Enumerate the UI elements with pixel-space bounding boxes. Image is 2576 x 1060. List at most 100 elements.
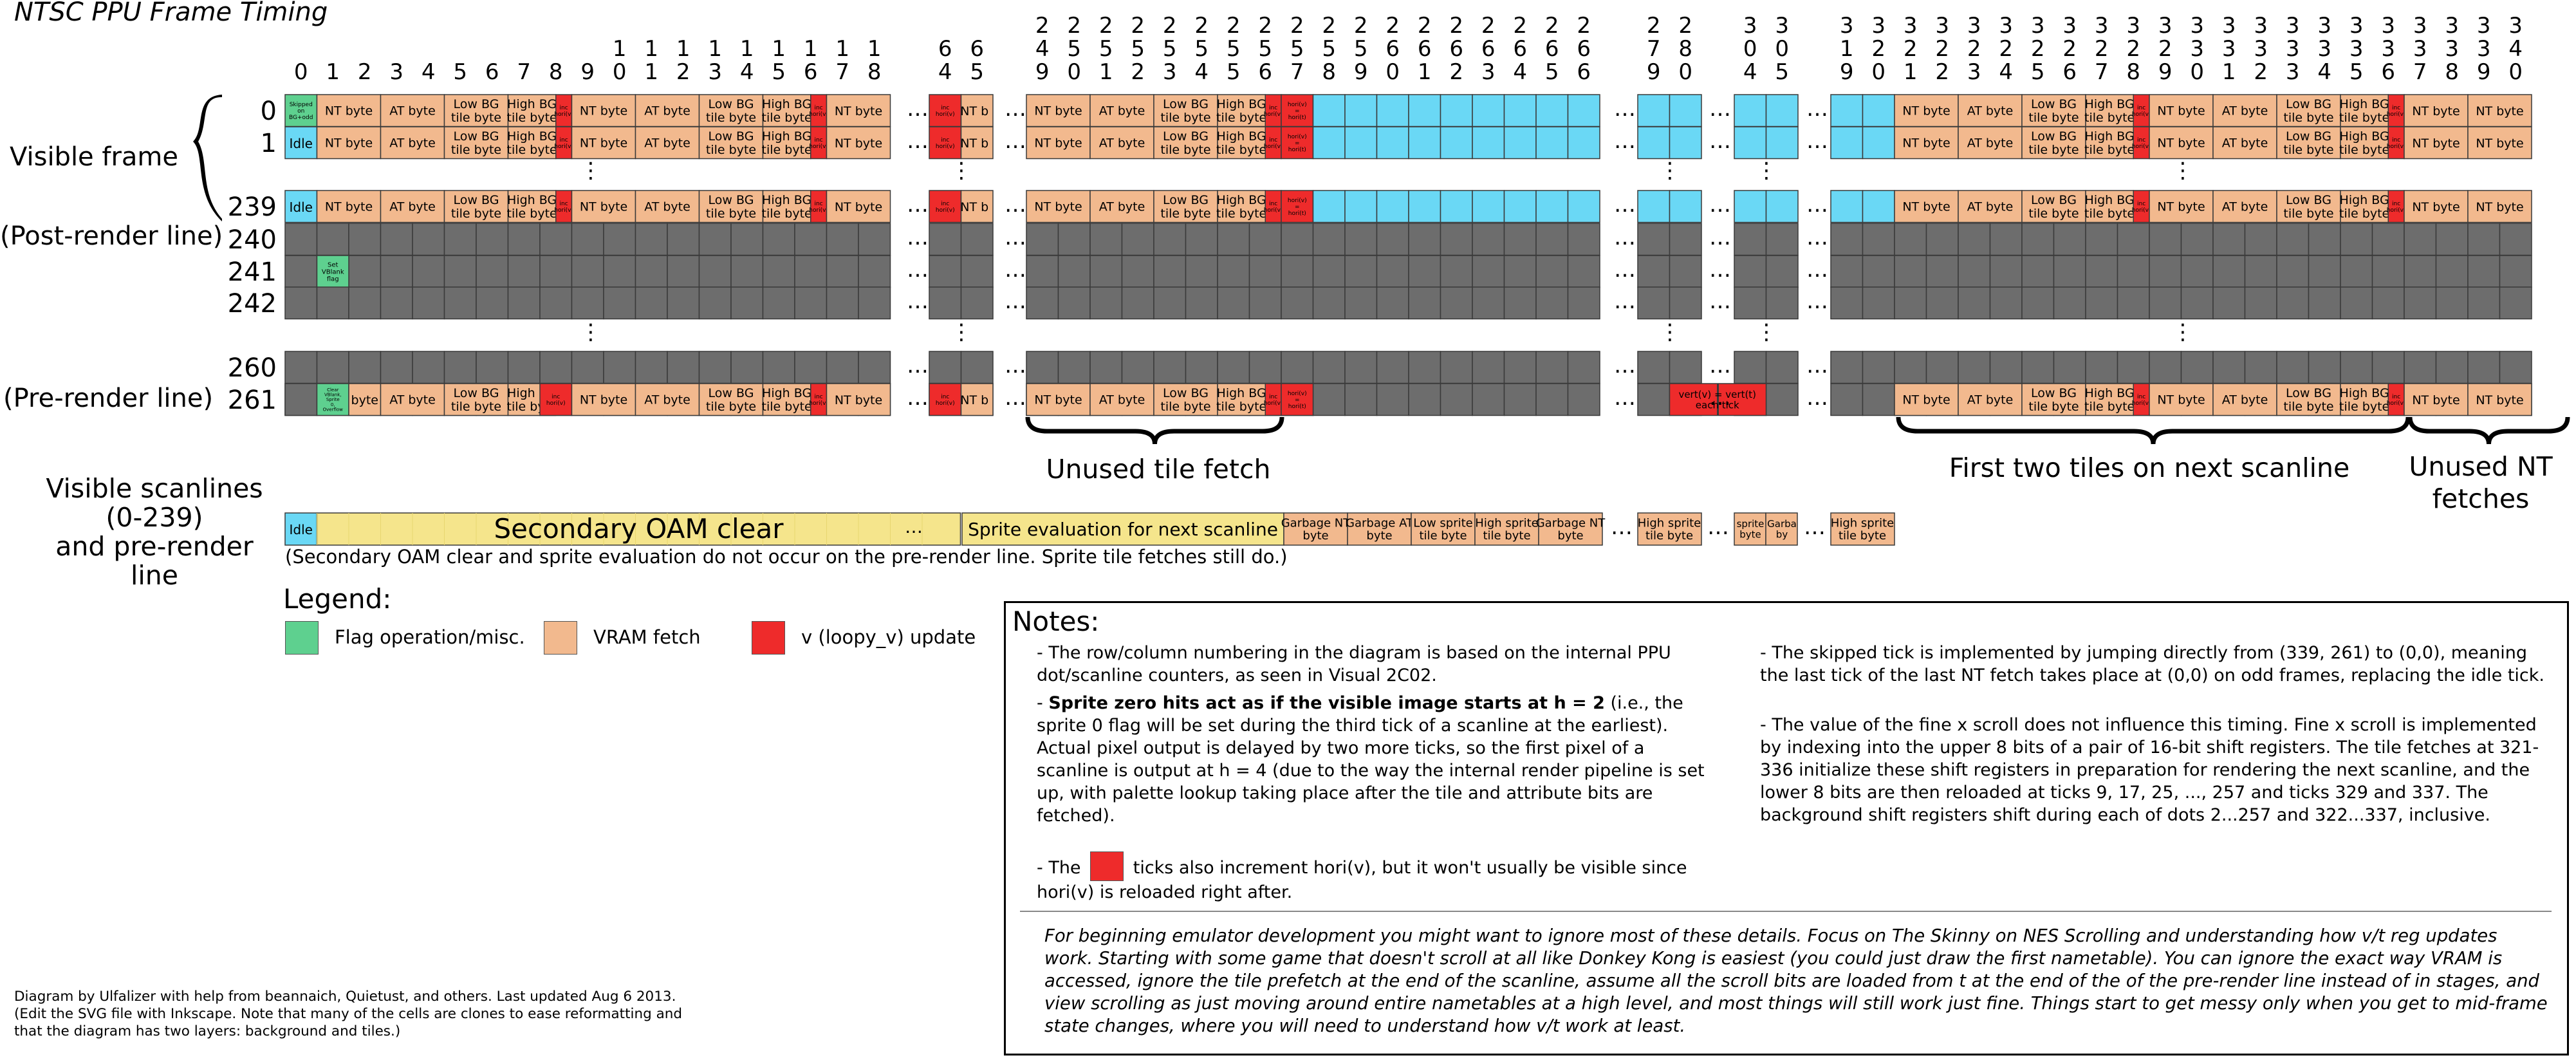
ellipsis: … <box>1005 288 1026 314</box>
column-number: 9 <box>1354 59 1368 85</box>
column-number: 4 <box>422 59 436 85</box>
idle-grey-cell <box>1862 223 1895 256</box>
fetch-label: AT byte <box>644 200 690 214</box>
sprite-fetch-label: tile byte <box>1645 529 1693 543</box>
idle-grey-cell <box>2149 351 2182 384</box>
idle-grey-cell <box>2212 286 2246 320</box>
idle-grey-cell <box>1669 223 1702 256</box>
idle-grey-cell <box>1440 351 1473 384</box>
idle-grey-cell <box>1185 286 1218 320</box>
ellipsis: … <box>1614 225 1636 250</box>
column-number: 3 <box>1904 13 1918 39</box>
fetch-label: NT b <box>960 104 988 118</box>
idle-grey-cell <box>412 351 445 384</box>
column-number: 6 <box>2381 59 2395 85</box>
sprite-fetch-cell <box>1440 190 1473 223</box>
idle-grey-cell <box>476 223 509 256</box>
inc-hori-label: hori(v) <box>2132 111 2151 118</box>
vert-copy-cell <box>1669 383 1718 416</box>
fetch-label: Low BG <box>709 97 754 111</box>
nt-byte-cell <box>1894 383 1959 416</box>
fetch-label: tile byte <box>2084 143 2135 157</box>
idle-grey-cell <box>476 351 509 384</box>
inc-hori-cell <box>2133 383 2150 416</box>
fetch-label: tile byte <box>2283 400 2333 414</box>
idle-grey-cell <box>1026 223 1059 256</box>
fetch-label: tile byte <box>507 111 557 125</box>
fetch-label: tile byte <box>2028 207 2079 221</box>
ellipsis: … <box>1614 192 1636 218</box>
idle-grey-cell <box>1567 351 1600 384</box>
idle-grey-cell <box>1894 351 1927 384</box>
fetch-label: Low BG <box>454 129 499 144</box>
high-bg-cell <box>2340 126 2389 160</box>
ellipsis: … <box>1709 128 1731 154</box>
sprite-fetch-cell <box>1408 126 1441 160</box>
fetch-cell <box>1153 126 1218 160</box>
idle-grey-cell <box>1089 223 1123 256</box>
inc-hori-label: hori(v) <box>936 144 955 150</box>
ellipsis: … <box>1614 96 1636 122</box>
high-bg-cell <box>507 190 557 223</box>
idle-grey-cell <box>730 351 764 384</box>
idle-grey-cell <box>1637 255 1671 288</box>
inc-hori-label: hori(v) <box>809 144 828 150</box>
fetch-label: NT byte <box>1902 200 1950 214</box>
column-number: 5 <box>970 59 984 85</box>
low-bg-cell <box>2021 94 2086 127</box>
unused-nt-cell <box>2404 190 2469 223</box>
idle-grey-cell <box>2180 223 2214 256</box>
nt-byte-cell <box>1894 126 1959 160</box>
idle-label: Idle <box>290 136 313 151</box>
idle-grey-cell <box>316 223 349 256</box>
ellipsis: … <box>1005 257 1026 283</box>
high-bg-cell <box>507 126 557 160</box>
idle-grey-cell <box>1472 255 1505 288</box>
column-number: 2 <box>358 59 372 85</box>
column-number: 3 <box>2286 13 2300 39</box>
column-number: 2 <box>2158 36 2173 62</box>
column-number: 0 <box>1743 36 1757 62</box>
idle-grey-cell <box>1989 286 2023 320</box>
idle-grey-cell <box>2308 255 2341 288</box>
idle-grey-cell <box>2467 255 2501 288</box>
idle-grey-cell <box>316 351 349 384</box>
idle-grey-cell <box>2435 351 2469 384</box>
inc-hori-label: hori(v) <box>936 207 955 214</box>
idle-grey-cell <box>1376 383 1409 416</box>
low-bg-cell <box>2021 126 2086 160</box>
fetch-label: tile byte <box>2339 400 2389 414</box>
column-number: 0 <box>1385 59 1400 85</box>
fetch-label: AT byte <box>389 104 436 118</box>
sprite-fetch-cell <box>1503 94 1537 127</box>
ellipsis: … <box>1709 225 1731 250</box>
idle-grey-cell <box>1376 255 1409 288</box>
fetch-label: High BG <box>507 97 557 111</box>
inc-hori-cell <box>1265 383 1282 416</box>
fetch-label: AT byte <box>389 136 436 150</box>
idle-grey-cell <box>762 351 795 384</box>
idle-grey-cell <box>1344 223 1378 256</box>
fetch-cell <box>1089 94 1154 127</box>
column-number: 2 <box>1967 36 1981 62</box>
idle-grey-cell <box>1925 286 1959 320</box>
inc-hori-label: hori(v) <box>936 400 955 407</box>
column-number: 1 <box>708 36 722 62</box>
at-byte-cell <box>635 383 700 416</box>
page-title: NTSC PPU Frame Timing <box>14 0 328 27</box>
column-number: 2 <box>1131 59 1145 85</box>
sprite-fetch-cell <box>1535 94 1569 127</box>
fetch-label: High BG <box>507 129 557 144</box>
fetch-label: AT byte <box>1099 200 1145 214</box>
idle-grey-cell <box>1408 255 1441 288</box>
at-byte-cell <box>1958 383 2023 416</box>
idle-grey-cell <box>1567 286 1600 320</box>
sprite-fetch-label: tile byte <box>1419 529 1467 543</box>
column-number: 6 <box>938 36 952 62</box>
idle-grey-cell <box>1153 286 1187 320</box>
idle-grey-cell <box>929 351 962 384</box>
first-two-tiles-caption: First two tiles on next scanline <box>1949 452 2350 483</box>
fetch-label: NT byte <box>835 393 882 407</box>
fetch-cell <box>1153 383 1218 416</box>
inc-hori-cell <box>929 126 962 160</box>
